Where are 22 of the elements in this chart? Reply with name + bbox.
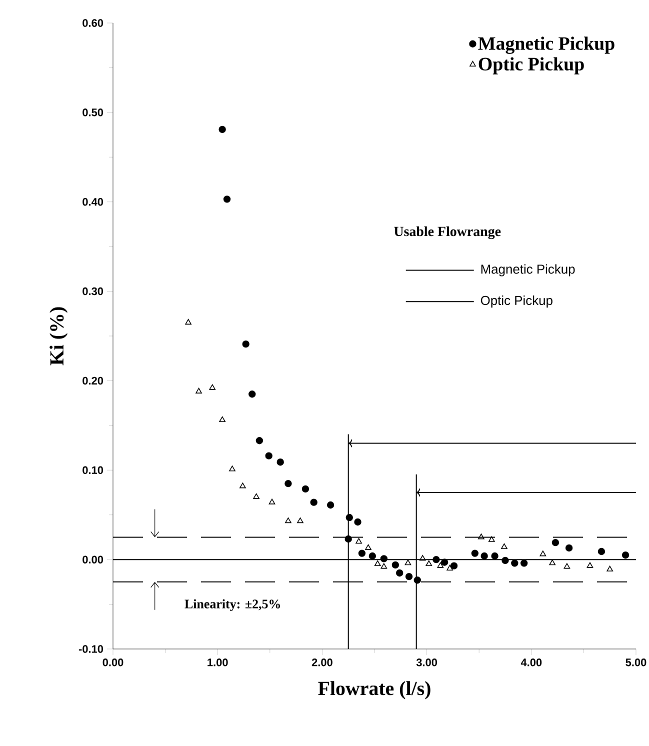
y-axis-title: Ki (%) [50, 307, 68, 366]
annotation: Linearity: ±2,5% [184, 599, 280, 612]
y-tick-label: 0.20 [82, 376, 104, 385]
x-tick-label: 5.00 [626, 658, 646, 666]
y-tick-label: 0.60 [82, 19, 104, 27]
annotation: Magnetic Pickup [481, 264, 575, 276]
y-tick-label: 0.10 [82, 466, 104, 474]
annotation: Optic Pickup [480, 296, 552, 308]
x-tick-label: 3.00 [416, 658, 438, 666]
y-tick-label: 0.40 [82, 198, 104, 206]
legend-label: Magnetic Pickup [478, 36, 614, 54]
x-axis-title: Flowrate (l/s) [318, 681, 430, 700]
y-tick-label: 0.00 [82, 556, 104, 564]
y-tick-label: 0.30 [82, 287, 104, 296]
y-tick-label: 0.50 [82, 108, 104, 116]
y-tick-label: -0.10 [78, 645, 104, 653]
x-tick-label: 0.00 [102, 658, 124, 666]
x-tick-label: 4.00 [520, 658, 542, 666]
x-tick-label: 2.00 [312, 658, 332, 666]
x-tick-label: 1.00 [208, 658, 228, 666]
annotation: Usable Flowrange [394, 226, 501, 240]
legend-label: Optic Pickup [478, 57, 584, 74]
